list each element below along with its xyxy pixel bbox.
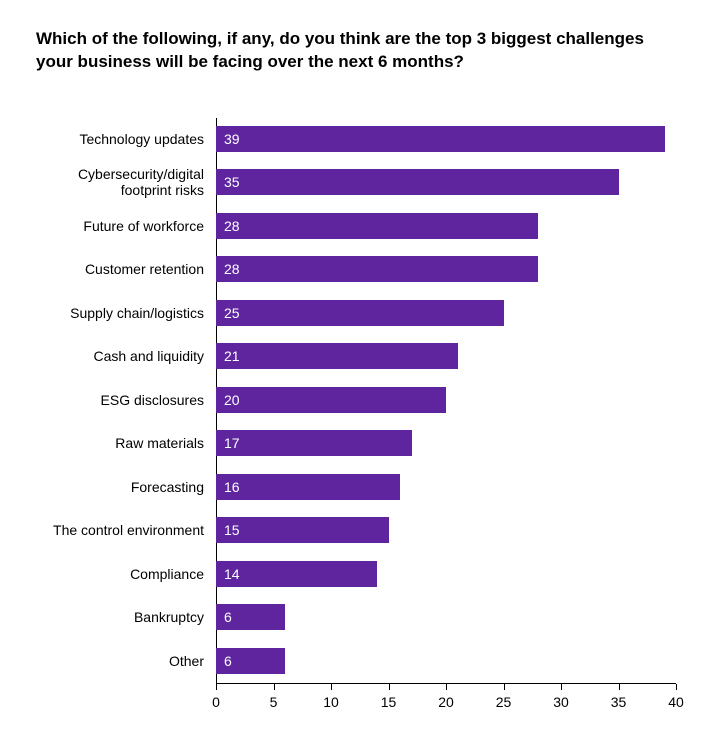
bar-value-label: 39 <box>224 131 240 147</box>
x-axis-tick <box>216 684 217 690</box>
bar-value-label: 16 <box>224 479 240 495</box>
chart-row: ESG disclosures20 <box>216 387 696 413</box>
bar-value-label: 21 <box>224 348 240 364</box>
bar: 17 <box>216 430 412 456</box>
chart-row: Other6 <box>216 648 696 674</box>
x-axis-tick <box>389 684 390 690</box>
x-axis-tick-label: 0 <box>212 694 220 710</box>
chart-row: Supply chain/logistics25 <box>216 300 696 326</box>
category-label: Future of workforce <box>34 218 204 234</box>
category-label: Compliance <box>34 566 204 582</box>
chart-row: Cybersecurity/digital footprint risks35 <box>216 169 696 195</box>
category-label: Cash and liquidity <box>34 348 204 364</box>
bar: 28 <box>216 256 538 282</box>
chart-title: Which of the following, if any, do you t… <box>36 28 656 74</box>
x-axis-tick-label: 5 <box>270 694 278 710</box>
chart-row: Technology updates39 <box>216 126 696 152</box>
bar: 15 <box>216 517 389 543</box>
bar: 35 <box>216 169 619 195</box>
bar-value-label: 20 <box>224 392 240 408</box>
bar-value-label: 35 <box>224 174 240 190</box>
x-axis-tick <box>619 684 620 690</box>
category-label: Bankruptcy <box>34 609 204 625</box>
category-label: Other <box>34 653 204 669</box>
chart-row: Compliance14 <box>216 561 696 587</box>
x-axis-tick <box>561 684 562 690</box>
x-axis-tick-label: 25 <box>496 694 512 710</box>
chart-container: Technology updates39 Cybersecurity/digita… <box>216 118 696 718</box>
x-axis-tick <box>676 684 677 690</box>
bar: 14 <box>216 561 377 587</box>
bar-value-label: 6 <box>224 653 232 669</box>
x-axis-tick-label: 40 <box>668 694 684 710</box>
x-axis-tick-label: 20 <box>438 694 454 710</box>
bar-value-label: 28 <box>224 218 240 234</box>
category-label: Supply chain/logistics <box>34 305 204 321</box>
chart-row: Future of workforce28 <box>216 213 696 239</box>
bar-value-label: 14 <box>224 566 240 582</box>
chart-row: Customer retention28 <box>216 256 696 282</box>
chart-row: Raw materials17 <box>216 430 696 456</box>
bar-value-label: 17 <box>224 435 240 451</box>
bar: 25 <box>216 300 504 326</box>
chart-row: Forecasting16 <box>216 474 696 500</box>
bar: 6 <box>216 648 285 674</box>
category-label: Technology updates <box>34 131 204 147</box>
category-label: Forecasting <box>34 479 204 495</box>
x-axis-tick <box>504 684 505 690</box>
x-axis-tick <box>446 684 447 690</box>
bar: 16 <box>216 474 400 500</box>
category-label: Cybersecurity/digital footprint risks <box>34 166 204 198</box>
bar: 28 <box>216 213 538 239</box>
x-axis-tick-label: 15 <box>381 694 397 710</box>
x-axis-tick <box>274 684 275 690</box>
category-label: The control environment <box>34 522 204 538</box>
x-axis-tick-label: 30 <box>553 694 569 710</box>
bar: 6 <box>216 604 285 630</box>
category-label: Customer retention <box>34 261 204 277</box>
bar: 21 <box>216 343 458 369</box>
bar: 20 <box>216 387 446 413</box>
bar-value-label: 6 <box>224 609 232 625</box>
bar: 39 <box>216 126 665 152</box>
x-axis-tick <box>331 684 332 690</box>
x-axis-tick-label: 10 <box>323 694 339 710</box>
category-label: Raw materials <box>34 435 204 451</box>
bar-value-label: 15 <box>224 522 240 538</box>
x-axis-tick-label: 35 <box>611 694 627 710</box>
bar-value-label: 28 <box>224 261 240 277</box>
chart-row: The control environment15 <box>216 517 696 543</box>
chart-row: Cash and liquidity21 <box>216 343 696 369</box>
bar-value-label: 25 <box>224 305 240 321</box>
chart-row: Bankruptcy6 <box>216 604 696 630</box>
category-label: ESG disclosures <box>34 392 204 408</box>
